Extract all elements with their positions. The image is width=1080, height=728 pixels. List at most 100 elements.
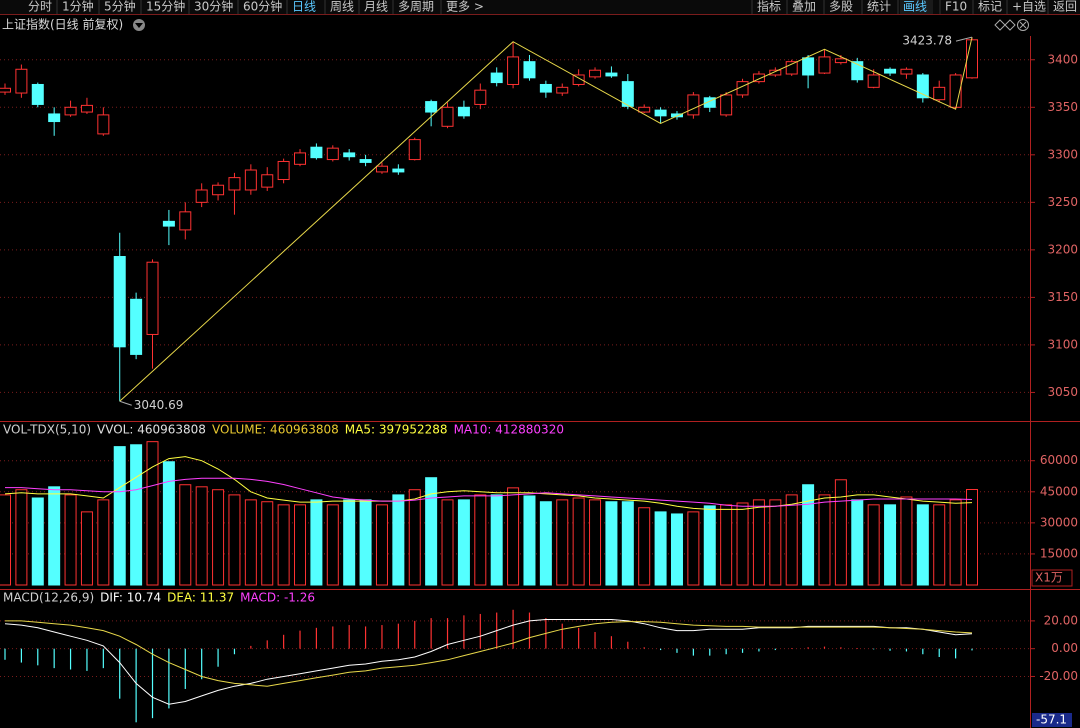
zoom-icon[interactable] [1004, 19, 1016, 31]
volume-bar [310, 499, 323, 586]
y-tick-label: 3350 [1047, 100, 1078, 114]
candle-body [621, 81, 634, 107]
legend-item: MA10: 412880320 [454, 423, 564, 437]
volume-bar [507, 487, 520, 586]
candle-body [687, 94, 700, 116]
toolbar-item[interactable]: 5分钟 [104, 0, 136, 14]
y-tick-label: 60000 [1040, 453, 1078, 467]
volume-bar [277, 504, 290, 586]
toolbar-item[interactable]: 多股 [829, 0, 853, 14]
volume-bar [457, 499, 470, 586]
candle-body [179, 211, 192, 231]
volume-bar [736, 502, 749, 586]
y-tick-label: 20.00 [1044, 613, 1078, 627]
toolbar-item[interactable]: 叠加 [792, 0, 816, 14]
volume-bar [785, 494, 798, 586]
candle-body [310, 146, 323, 159]
toolbar-item[interactable]: 周线 [330, 0, 354, 14]
candle-body [851, 61, 864, 81]
volume-bar [80, 511, 93, 586]
candle-body [966, 39, 978, 79]
volume-bar [867, 504, 880, 586]
y-tick-label: -20.00 [1039, 669, 1078, 683]
legend-item: MACD(12,26,9) [3, 591, 94, 605]
volume-bar [244, 499, 257, 586]
close-cross [1019, 21, 1027, 29]
toolbar-item[interactable]: 分时 [28, 0, 52, 14]
y-tick-label: 3050 [1047, 385, 1078, 399]
volume-bar [851, 499, 864, 586]
volume-bar [621, 501, 634, 586]
toolbar-item[interactable]: F10 [945, 0, 967, 14]
candle-body [294, 152, 307, 165]
volume-bar [64, 494, 77, 586]
volume-bar [949, 499, 962, 586]
volume-bar [687, 511, 700, 586]
volume-bar [228, 494, 241, 586]
toolbar-item[interactable]: 统计 [867, 0, 891, 14]
volume-bar [769, 499, 782, 586]
candle-body [769, 69, 782, 76]
toolbar-item[interactable]: 多周期 [398, 0, 434, 14]
volume-bar [703, 505, 716, 586]
volume-bar [359, 499, 372, 586]
volume-bar [31, 497, 44, 586]
candle-body [589, 69, 602, 78]
candle-body [425, 101, 438, 113]
candle-body [15, 68, 28, 94]
toolbar-item[interactable]: 标记 [978, 0, 1002, 14]
volume-bar [0, 494, 11, 586]
candle-body [802, 57, 815, 76]
volume-bar [146, 441, 159, 586]
candle-body [507, 56, 520, 85]
toolbar-item[interactable]: 日线 [292, 0, 316, 14]
chart-title[interactable]: 上证指数(日线 前复权) [2, 17, 123, 32]
volume-bar [408, 489, 421, 586]
candle-body [441, 106, 454, 127]
zoom-icon[interactable] [994, 19, 1006, 31]
candle-body [834, 58, 847, 64]
toolbar [0, 0, 1080, 14]
volume-bar [490, 494, 503, 586]
candle-body [146, 261, 159, 335]
toolbar-item[interactable]: 60分钟 [243, 0, 282, 14]
high-annotation: 3423.78 [902, 34, 952, 48]
volume-bar [179, 484, 192, 586]
toolbar-item[interactable]: 月线 [364, 0, 388, 14]
volume-bar [670, 513, 683, 586]
volume-bar [834, 479, 847, 586]
candle-body [556, 86, 569, 94]
toolbar-item[interactable]: 返回 [1053, 0, 1077, 14]
volume-bar [212, 489, 225, 586]
close-icon[interactable] [1017, 19, 1029, 31]
volume-bar [130, 444, 143, 586]
volume-bar [195, 486, 208, 586]
candle-body [457, 106, 470, 117]
candle-body [195, 189, 208, 203]
volume-bar [933, 504, 946, 586]
toolbar-item[interactable]: 15分钟 [146, 0, 185, 14]
toolbar-item[interactable]: +自选 [1012, 0, 1046, 14]
toolbar-item[interactable]: 画线 [903, 0, 927, 14]
toolbar-item[interactable]: 更多 > [446, 0, 484, 14]
y-tick-label: 3100 [1047, 337, 1078, 351]
y-tick-label: 15000 [1040, 546, 1078, 560]
y-tick-label: 3150 [1047, 290, 1078, 304]
volume-bar [900, 496, 913, 586]
candle-body [64, 106, 77, 116]
legend-item: VOL-TDX(5,10) [3, 423, 91, 437]
candle-body [0, 87, 11, 93]
toolbar-item[interactable]: 指标 [757, 0, 781, 14]
candle-body [720, 94, 733, 116]
legend-item: MACD: -1.26 [240, 591, 315, 605]
candle-body [752, 73, 765, 83]
toolbar-item[interactable]: 30分钟 [194, 0, 233, 14]
toolbar-item[interactable]: 1分钟 [62, 0, 94, 14]
volume-bar [605, 501, 618, 586]
low-annotation: 3040.69 [134, 398, 184, 412]
candle-body [916, 74, 929, 99]
volume-bar [589, 499, 602, 586]
volume-bar [375, 504, 388, 586]
legend-item: VOLUME: 460963808 [212, 423, 339, 437]
